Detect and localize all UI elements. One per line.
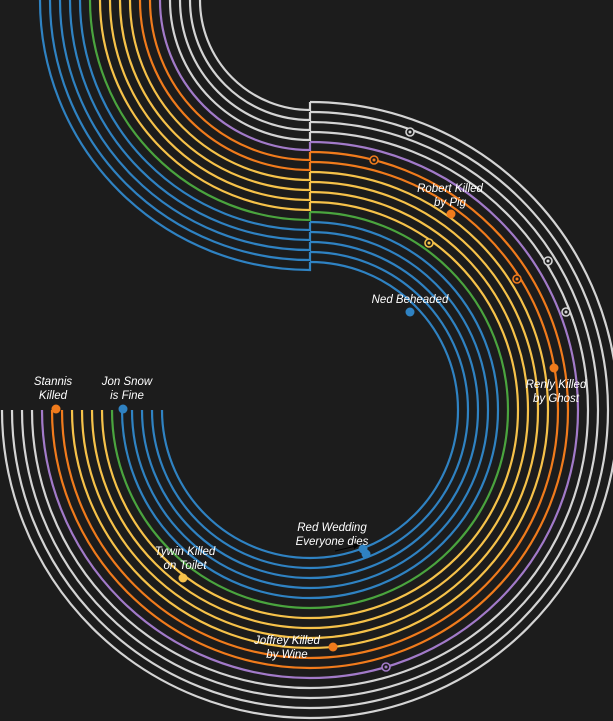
arc-lannister-top-9 — [128, 0, 312, 182]
arc-lannister-bottom-6 — [100, 200, 520, 620]
arc-targaryen-top-12 — [158, 0, 312, 152]
marker-redwedding-2 — [361, 549, 371, 559]
marker-renly — [549, 363, 559, 373]
arc-other-top-16 — [198, 0, 312, 112]
marker-joffrey — [328, 642, 338, 652]
ring-targaryen-1-center — [384, 665, 388, 669]
arc-tully-top-5 — [88, 0, 312, 222]
label-joffrey-line1: Joffrey Killed — [253, 635, 320, 647]
marker-stannis — [51, 404, 61, 414]
arc-tully-bottom-5 — [110, 210, 510, 610]
ring-other-3-center — [564, 310, 568, 314]
arc-lannister-top-7 — [108, 0, 312, 202]
arc-targaryen-bottom-12 — [40, 140, 580, 680]
arc-other-bottom-13 — [30, 130, 590, 690]
arc-other-top-15 — [188, 0, 312, 122]
label-robert-line2: by Pig — [434, 197, 467, 209]
arc-stark-top-1 — [48, 0, 312, 262]
marker-tywin — [178, 573, 188, 583]
redwedding-pointer-arrowhead — [353, 543, 360, 549]
arc-stark-top-3 — [68, 0, 312, 242]
label-tywin-line2: on Toilet — [163, 560, 207, 572]
label-jonsnow-line1: Jon Snow — [101, 376, 153, 388]
arc-baratheon-bottom-11 — [50, 150, 570, 670]
arc-stark-top-4 — [78, 0, 312, 232]
arc-stark-bottom-3 — [130, 230, 490, 590]
arc-other-top-14 — [178, 0, 312, 132]
label-stannis-line1: Stannis — [34, 376, 73, 388]
label-ned-beheaded: Ned Beheaded — [372, 294, 449, 306]
arc-lannister-top-6 — [98, 0, 312, 212]
labels: Ned Beheaded Robert Killed by Pig Renly … — [34, 183, 587, 661]
label-tywin-line1: Tywin Killed — [155, 546, 216, 558]
redwedding-pointer — [334, 545, 357, 552]
label-renly-line2: by Ghost — [533, 393, 580, 405]
arc-stark-bottom-2 — [140, 240, 480, 580]
ring-baratheon-1-center — [372, 158, 376, 162]
arc-stark-top-0 — [38, 0, 312, 272]
arc-other-top-13 — [168, 0, 312, 142]
arc-other-bottom-16 — [0, 100, 613, 720]
label-redwedding-line1: Red Wedding — [297, 522, 367, 534]
event-markers — [51, 127, 571, 672]
label-redwedding-line2: Everyone dies — [296, 536, 369, 548]
marker-jonsnow — [118, 404, 128, 414]
label-stannis-line2: Killed — [39, 390, 68, 402]
arc-other-bottom-14 — [20, 120, 600, 700]
label-joffrey-line2: by Wine — [266, 649, 307, 661]
label-renly-line1: Renly Killed — [526, 379, 587, 391]
arc-baratheon-bottom-10 — [60, 160, 560, 660]
arc-stark-top-2 — [58, 0, 312, 252]
ring-other-2-center — [546, 259, 550, 263]
ring-baratheon-2-center — [515, 277, 519, 281]
arc-lannister-bottom-7 — [90, 190, 530, 630]
arc-lannister-bottom-9 — [70, 170, 550, 650]
label-jonsnow-line2: is Fine — [110, 390, 144, 402]
arc-lannister-top-8 — [118, 0, 312, 192]
arc-stark-bottom-1 — [150, 250, 470, 570]
arc-stark-bottom-0 — [160, 260, 460, 560]
arc-lannister-bottom-8 — [80, 180, 540, 640]
ring-other-1-center — [408, 130, 412, 134]
arc-baratheon-top-11 — [148, 0, 312, 162]
arc-baratheon-top-10 — [138, 0, 312, 172]
arc-other-bottom-15 — [10, 110, 610, 710]
ring-lannister-1-center — [427, 241, 431, 245]
marker-robert — [446, 209, 456, 219]
label-robert-line1: Robert Killed — [417, 183, 483, 195]
arc-stark-bottom-4 — [120, 220, 500, 600]
marker-ned — [405, 307, 415, 317]
